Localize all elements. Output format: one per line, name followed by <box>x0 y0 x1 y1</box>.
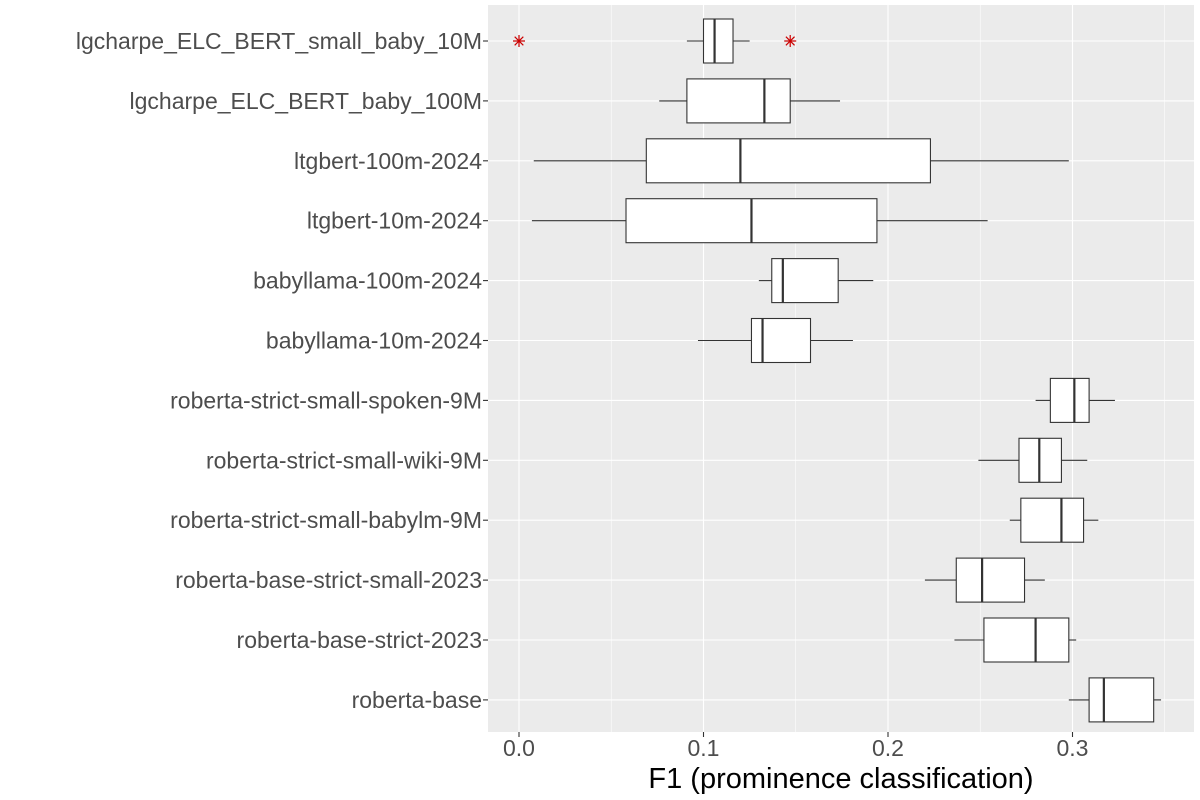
plot-panel <box>488 5 1194 732</box>
category-label: roberta-base <box>352 687 482 713</box>
outlier-stroke <box>514 36 524 46</box>
iqr-box <box>1020 497 1085 543</box>
iqr-box <box>955 557 1026 603</box>
iqr-box <box>983 617 1070 663</box>
category-label: roberta-strict-small-babylm-9M <box>170 507 482 533</box>
minor-gridlines <box>610 5 1166 732</box>
x-tick-label: 0.2 <box>872 735 904 761</box>
box-group <box>533 138 1069 184</box>
outlier-stroke <box>785 36 795 46</box>
category-label: lgcharpe_ELC_BERT_small_baby_10M <box>76 28 482 54</box>
x-tick-label: 0.3 <box>1057 735 1089 761</box>
category-label: ltgbert-100m-2024 <box>294 148 482 174</box>
x-axis: 0.0 0.1 0.2 0.3 <box>503 732 1088 761</box>
box-group <box>978 437 1088 483</box>
x-tick-label: 0.0 <box>503 735 535 761</box>
iqr-box <box>702 18 734 64</box>
iqr-box <box>686 78 791 124</box>
category-label: babyllama-10m-2024 <box>266 328 482 354</box>
box-group <box>1035 377 1115 423</box>
x-tick-label: 0.1 <box>688 735 720 761</box>
iqr-box <box>1049 377 1090 423</box>
box-series <box>513 18 1162 723</box>
box-group <box>1009 497 1099 543</box>
iqr-box <box>750 317 812 364</box>
box-group <box>924 557 1045 603</box>
category-label: babyllama-100m-2024 <box>253 268 482 294</box>
box-group <box>697 317 853 364</box>
box-group <box>659 78 841 124</box>
y-axis: lgcharpe_ELC_BERT_small_baby_10M lgcharpe… <box>76 28 488 713</box>
category-label: lgcharpe_ELC_BERT_baby_100M <box>130 88 482 114</box>
category-label: ltgbert-10m-2024 <box>307 208 482 234</box>
outlier-point <box>513 35 525 47</box>
iqr-box <box>645 138 931 184</box>
x-axis-title: F1 (prominence classification) <box>648 763 1033 795</box>
category-label: roberta-strict-small-spoken-9M <box>170 387 482 413</box>
iqr-box <box>1088 677 1155 723</box>
category-label: roberta-base-strict-small-2023 <box>175 567 482 593</box>
box-group <box>954 617 1077 663</box>
box-group <box>758 258 874 304</box>
category-label: roberta-strict-small-wiki-9M <box>206 447 482 473</box>
outlier-point <box>784 35 797 47</box>
box-group <box>531 198 988 244</box>
category-label: roberta-base-strict-2023 <box>237 627 482 653</box>
box-group <box>1068 677 1162 723</box>
box-group <box>513 18 797 64</box>
iqr-box <box>771 258 839 304</box>
